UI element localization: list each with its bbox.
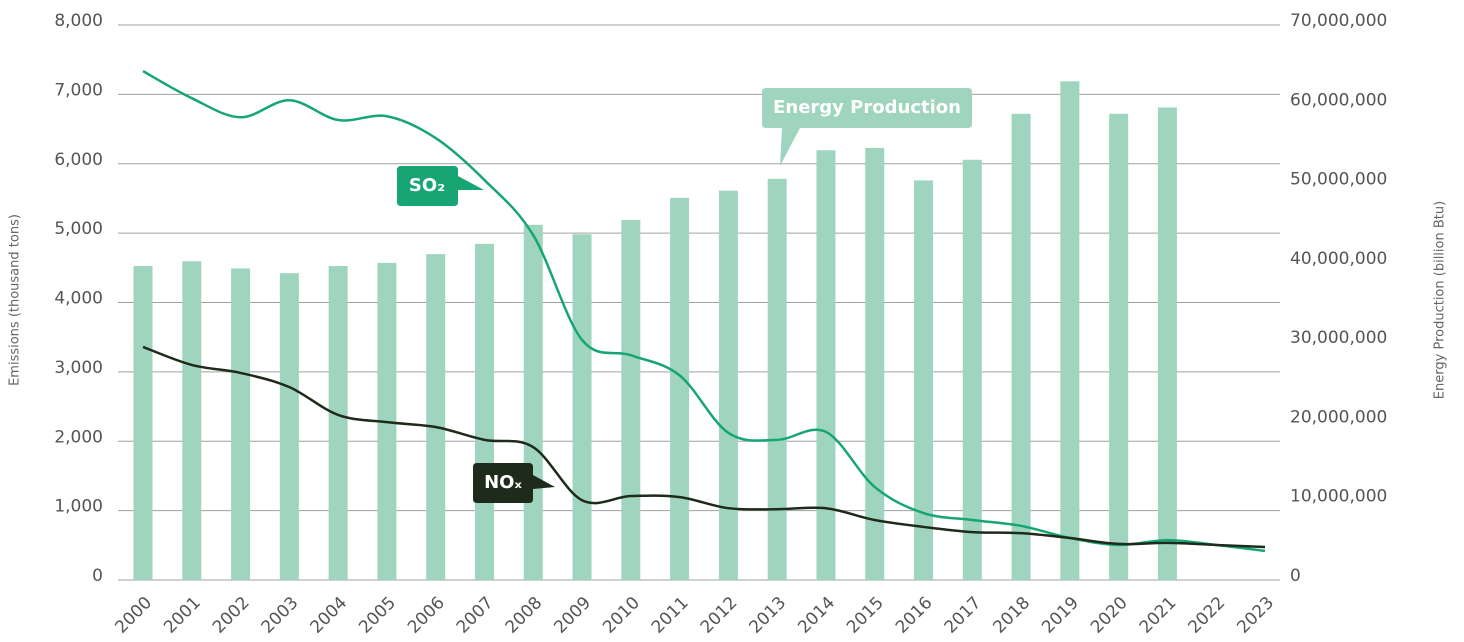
- bar: [621, 220, 641, 581]
- bar: [670, 197, 690, 581]
- bar: [1011, 113, 1031, 581]
- y2-tick-label: 20,000,000: [1290, 407, 1387, 427]
- y-tick-label: 5,000: [54, 219, 103, 239]
- x-tick-label: 2006: [404, 593, 449, 638]
- x-tick-label: 2023: [1233, 593, 1278, 638]
- x-tick-label: 2007: [453, 593, 498, 638]
- x-tick-label: 2015: [843, 593, 888, 638]
- x-tick-label: 2003: [258, 593, 303, 638]
- bar: [182, 261, 202, 580]
- x-tick-label: 2012: [697, 593, 742, 638]
- x-tick-label: 2019: [1038, 593, 1083, 638]
- x-tick-label: 2001: [160, 593, 205, 638]
- bar: [914, 180, 934, 580]
- bar: [1060, 81, 1080, 581]
- bar: [718, 190, 738, 580]
- x-tick-label: 2002: [209, 593, 254, 638]
- y-tick-label: 8,000: [54, 11, 103, 31]
- x-tick-label: 2004: [306, 593, 351, 638]
- x-tick-label: 2000: [111, 593, 156, 638]
- x-tick-label: 2011: [648, 593, 693, 638]
- y2-tick-label: 10,000,000: [1290, 487, 1387, 507]
- x-tick-label: 2008: [502, 593, 547, 638]
- x-tick-label: 2018: [989, 593, 1034, 638]
- bar: [426, 254, 446, 580]
- x-tick-label: 2014: [794, 593, 839, 638]
- bar: [1157, 107, 1177, 580]
- bar: [572, 234, 592, 581]
- y-axis-title: Emissions (thousand tons): [8, 214, 23, 386]
- bar: [133, 266, 153, 580]
- y-tick-label: 3,000: [54, 358, 103, 378]
- line: [142, 345, 1266, 549]
- plot-layer: 0 1,000 2,000 3,000 4,000 5,000 6,000 7,000 8,00…: [54, 11, 1387, 638]
- callout-box: [762, 88, 972, 166]
- x-tick-label: 2022: [1185, 593, 1230, 638]
- bar: [523, 224, 543, 581]
- y-tick-label: 6,000: [54, 150, 103, 170]
- bar: [328, 266, 348, 580]
- callout-label: Energy Production: [773, 97, 961, 118]
- x-tick-label: 2013: [746, 593, 791, 638]
- callouts: Energy Production SO₂ NOₓ: [397, 88, 972, 503]
- bar: [474, 243, 494, 581]
- callout-box: [473, 463, 555, 503]
- bar: [816, 150, 836, 580]
- line: [142, 70, 1266, 553]
- y2-axis-title: Energy Production (billion Btu): [1433, 201, 1448, 399]
- bar: [767, 178, 787, 581]
- bar: [279, 273, 299, 580]
- x-tick-label: 2016: [892, 593, 937, 638]
- y2-tick-label: 0: [1290, 566, 1301, 586]
- x-tick-label: 2021: [1136, 593, 1181, 638]
- y-tick-label: 0: [92, 566, 103, 586]
- y-tick-label: 4,000: [54, 289, 103, 309]
- x-tick-label: 2005: [355, 593, 400, 638]
- y2-tick-label: 40,000,000: [1290, 249, 1387, 269]
- y-tick-label: 2,000: [54, 427, 103, 447]
- bar: [231, 268, 251, 580]
- y2-tick-label: 50,000,000: [1290, 170, 1387, 190]
- bar: [962, 159, 982, 581]
- x-tick-label: 2010: [599, 593, 644, 638]
- y-tick-label: 1,000: [54, 497, 103, 517]
- bar: [865, 147, 885, 580]
- bar: [1109, 113, 1129, 581]
- y2-tick-label: 30,000,000: [1290, 328, 1387, 348]
- x-tick-label: 2009: [550, 593, 595, 638]
- callout-label: NOₓ: [484, 472, 522, 493]
- callout-label: SO₂: [409, 175, 445, 196]
- y-tick-label: 7,000: [54, 80, 103, 100]
- callout-box: [397, 166, 484, 206]
- x-tick-label: 2017: [941, 593, 986, 638]
- y2-tick-label: 70,000,000: [1290, 11, 1387, 31]
- x-tick-label: 2020: [1087, 593, 1132, 638]
- y2-tick-label: 60,000,000: [1290, 90, 1387, 110]
